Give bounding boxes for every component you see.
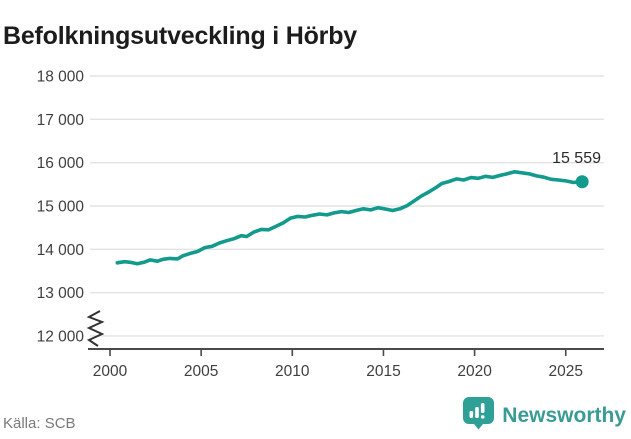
newsworthy-brand: Newsworthy bbox=[462, 396, 626, 435]
y-tick-label-17000: 17 000 bbox=[37, 112, 85, 129]
y-tick-label-18000: 18 000 bbox=[37, 69, 85, 86]
y-tick-label-14000: 14 000 bbox=[37, 242, 85, 259]
x-tick-label-2000: 2000 bbox=[93, 363, 128, 380]
y-tick-label-13000: 13 000 bbox=[37, 285, 85, 302]
exclamation-dot bbox=[481, 415, 485, 419]
brand-wordmark: Newsworthy bbox=[502, 403, 626, 427]
chart-title: Befolkningsutveckling i Hörby bbox=[3, 21, 357, 50]
x-tick-label-2015: 2015 bbox=[366, 363, 400, 380]
end-value-label: 15 559 bbox=[552, 150, 601, 167]
y-tick-label-16000: 16 000 bbox=[37, 155, 85, 172]
population-line-chart: 18 000 17 000 16 000 15 000 14 000 13 000 12 0… bbox=[37, 69, 604, 380]
bar-medium bbox=[475, 407, 480, 418]
x-tick-label-2010: 2010 bbox=[275, 363, 310, 380]
x-tick-label-2020: 2020 bbox=[457, 363, 492, 380]
chart-footer: Källa: SCB Newsworthy bbox=[0, 396, 631, 439]
population-line bbox=[115, 170, 584, 266]
y-tick-label-12000: 12 000 bbox=[37, 328, 85, 345]
newsworthy-speech-bubble-chart-icon bbox=[462, 396, 495, 435]
x-tick-label-2005: 2005 bbox=[184, 363, 218, 380]
exclamation-bar bbox=[481, 403, 485, 413]
y-tick-label-15000: 15 000 bbox=[37, 198, 85, 215]
x-tick-label-2025: 2025 bbox=[549, 363, 583, 380]
source-attribution: Källa: SCB bbox=[3, 415, 76, 432]
axis-break-squiggle bbox=[86, 310, 105, 347]
bar-small bbox=[469, 411, 474, 418]
end-point-dot bbox=[575, 175, 589, 189]
